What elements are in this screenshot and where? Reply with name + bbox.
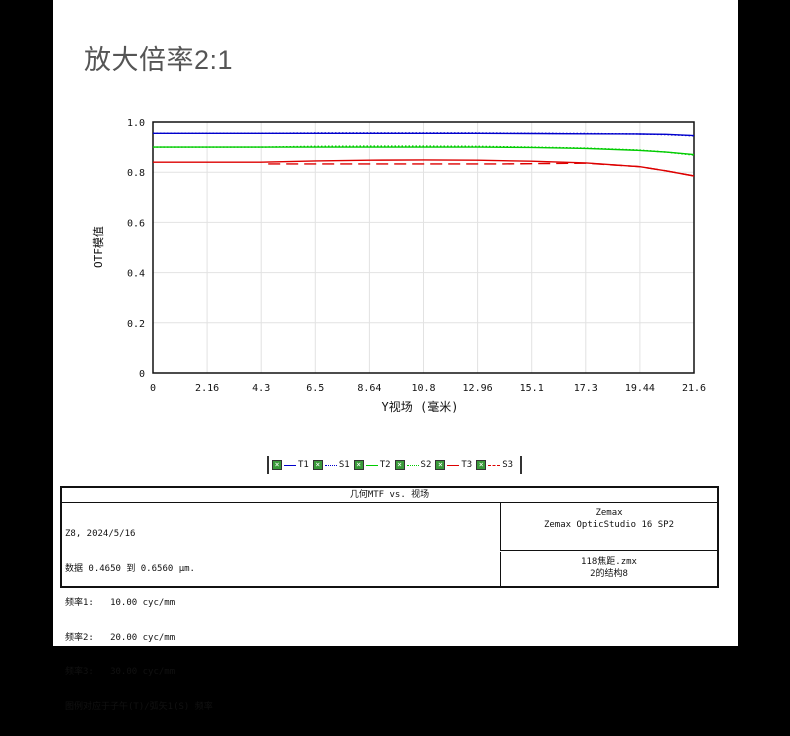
info-file: 118焦距.zmx 2的结构8 [500, 552, 717, 586]
legend-swatch [284, 464, 296, 466]
info-title: 几何MTF vs. 视场 [62, 488, 717, 503]
legend-check-icon: × [353, 460, 364, 470]
legend-check-icon: × [476, 460, 487, 470]
chart-legend: × T1 × S1 × T2 × S2 × T3 × S3 [267, 456, 523, 474]
info-line: Z8, 2024/5/16 [65, 529, 136, 539]
legend-swatch [447, 464, 460, 466]
series-line-s3 [268, 162, 695, 177]
x-tick-label: 6.5 [306, 383, 324, 394]
info-left: Z8, 2024/5/16 数据 0.4650 到 0.6560 μm. 频率1… [65, 506, 500, 736]
legend-check-icon: × [272, 460, 282, 470]
x-tick-label: 2.16 [195, 383, 219, 394]
legend-swatch [488, 464, 501, 466]
x-tick-label: 10.8 [411, 383, 435, 394]
info-line: 图例对应于子午(T)/弧矢1(S) 频率 [65, 701, 213, 712]
info-filename: 118焦距.zmx [581, 557, 637, 567]
y-tick-label: 0.4 [127, 269, 145, 280]
legend-label: T2 [379, 460, 391, 470]
y-axis-label: OTF模值 [92, 226, 105, 268]
legend-item-s2: × S2 [394, 460, 432, 470]
info-line: 数据 0.4650 到 0.6560 μm. [65, 563, 195, 574]
plot-frame [152, 121, 695, 374]
x-tick-label: 21.6 [682, 383, 706, 394]
y-tick-label: 1.0 [127, 118, 145, 129]
legend-item-s1: × S1 [312, 460, 350, 470]
report-page: 放大倍率2:1 0 2.16 4.3 6.5 8.64 10.8 12.96 15.1 17.3… [53, 0, 738, 712]
x-tick-label: 19.44 [625, 383, 655, 394]
info-config: 2的结构8 [590, 569, 628, 579]
x-tick-label: 0 [150, 383, 156, 394]
x-tick-label: 12.96 [463, 383, 493, 394]
legend-label: S3 [502, 460, 514, 470]
x-tick-label: 15.1 [520, 383, 544, 394]
info-line: 频率3: 30.00 cyc/mm [65, 667, 176, 677]
legend-label: T1 [298, 460, 309, 470]
x-tick-label: 4.3 [252, 383, 270, 394]
info-software: Zemax Zemax OpticStudio 16 SP2 [500, 503, 717, 551]
x-axis-label: Y视场 (毫米) [382, 399, 459, 414]
series-line-s2 [153, 145, 695, 156]
legend-label: S1 [338, 460, 350, 470]
legend-item-t3: × T3 [435, 460, 472, 470]
series-line-t3 [153, 159, 695, 177]
info-panel: 几何MTF vs. 视场 Z8, 2024/5/16 数据 0.4650 到 0… [60, 486, 719, 712]
y-tick-label: 0 [139, 369, 145, 380]
series-line-s1 [153, 132, 695, 137]
legend-item-t2: × T2 [353, 460, 391, 470]
legend-label: T3 [461, 460, 473, 470]
x-tick-label: 17.3 [574, 383, 598, 394]
info-line: 频率1: 10.00 cyc/mm [65, 598, 176, 608]
legend-swatch [324, 464, 337, 466]
mtf-chart: 0 2.16 4.3 6.5 8.64 10.8 12.96 15.1 17.3 19.44 21.… [92, 118, 706, 414]
legend-label: S2 [420, 460, 432, 470]
y-tick-label: 0.6 [127, 218, 145, 229]
x-tick-label: 8.64 [357, 383, 381, 394]
legend-item-s3: × S3 [476, 460, 513, 470]
legend-check-icon: × [312, 460, 323, 470]
info-version: Zemax OpticStudio 16 SP2 [543, 520, 675, 530]
info-line: 频率2: 20.00 cyc/mm [65, 632, 176, 643]
y-tick-label: 0.2 [127, 319, 145, 330]
legend-item-t1: × T1 [272, 460, 309, 470]
y-tick-label: 0.8 [127, 168, 145, 179]
page-heading: 放大倍率2:1 [84, 45, 234, 75]
info-vendor: Zemax [595, 508, 623, 518]
legend-swatch [406, 464, 419, 466]
legend-check-icon: × [435, 460, 446, 470]
legend-check-icon: × [394, 460, 405, 470]
legend-swatch [365, 464, 378, 466]
